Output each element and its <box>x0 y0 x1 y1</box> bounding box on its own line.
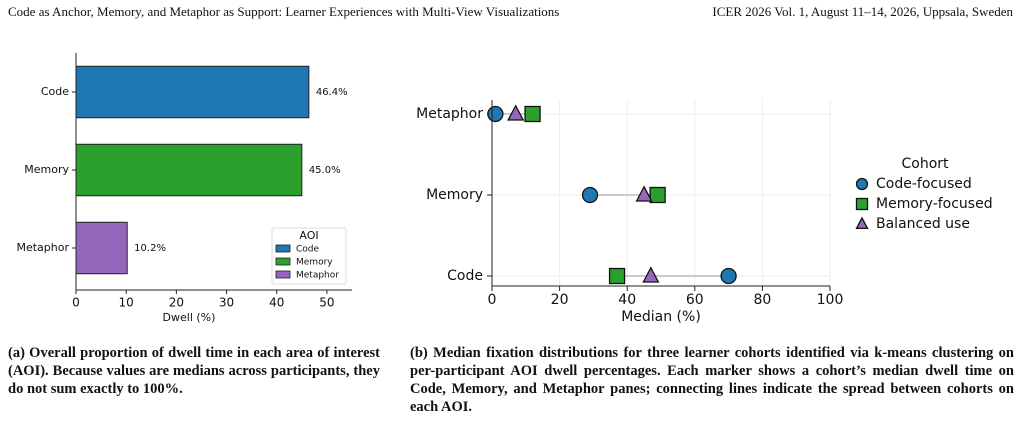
running-venue: ICER 2026 Vol. 1, August 11–14, 2026, Up… <box>712 4 1013 19</box>
legend-swatch <box>275 257 291 266</box>
value-label: 45.0% <box>309 165 341 176</box>
marker <box>524 105 541 123</box>
y-tick-label: Metaphor <box>416 106 483 122</box>
legend-box <box>271 227 347 285</box>
x-tick-label: 50 <box>319 296 334 310</box>
x-tick-label: 80 <box>753 292 771 308</box>
legend-label: Code-focused <box>876 176 972 192</box>
x-tick-label: 40 <box>269 296 284 310</box>
marker <box>855 197 869 211</box>
marker <box>855 216 869 230</box>
y-tick-label: Memory <box>426 187 483 203</box>
running-title: Code as Anchor, Memory, and Metaphor as … <box>8 4 560 19</box>
marker <box>581 186 599 204</box>
marker <box>507 104 525 121</box>
x-axis-label: Median (%) <box>621 309 701 325</box>
figure: Code 46.4% Memory 45.0% Metaphor 10.2% 0 10 20 30… <box>16 53 993 325</box>
bar <box>75 143 303 197</box>
legend-label: Memory <box>296 258 333 268</box>
bar <box>75 65 310 119</box>
x-tick-label: 10 <box>119 296 134 310</box>
marker <box>642 266 660 283</box>
x-tick-label: 20 <box>551 292 569 308</box>
x-tick-label: 20 <box>169 296 184 310</box>
marker <box>487 105 504 123</box>
x-tick-label: 40 <box>618 292 636 308</box>
caption-b: (b) Median fixation distributions for th… <box>410 345 1014 415</box>
marker <box>720 267 737 285</box>
y-tick-label: Memory <box>24 163 69 176</box>
x-axis-label: Dwell (%) <box>163 311 216 324</box>
x-tick-label: 0 <box>72 296 80 310</box>
marker <box>608 267 626 285</box>
legend-label: Balanced use <box>876 216 970 232</box>
caption-a: (a) Overall proportion of dwell time in … <box>8 345 380 397</box>
y-tick-label: Metaphor <box>16 241 69 254</box>
legend-label: Metaphor <box>296 271 339 281</box>
marker <box>649 186 666 204</box>
value-label: 10.2% <box>134 243 166 254</box>
y-tick-label: Code <box>41 85 69 98</box>
legend-title: AOI <box>299 229 318 242</box>
legend-label: Memory-focused <box>876 196 993 212</box>
value-label: 46.4% <box>316 87 348 98</box>
x-tick-label: 0 <box>488 292 497 308</box>
legend-title: Cohort <box>901 156 949 172</box>
x-tick-label: 30 <box>219 296 234 310</box>
marker <box>855 177 869 191</box>
x-tick-label: 60 <box>686 292 704 308</box>
legend-swatch <box>275 270 291 279</box>
legend-swatch <box>275 244 291 253</box>
marker <box>635 185 653 202</box>
y-tick-label: Code <box>447 268 483 284</box>
x-tick-label: 100 <box>817 292 844 308</box>
legend-label: Code <box>296 245 320 255</box>
bar <box>75 221 128 275</box>
